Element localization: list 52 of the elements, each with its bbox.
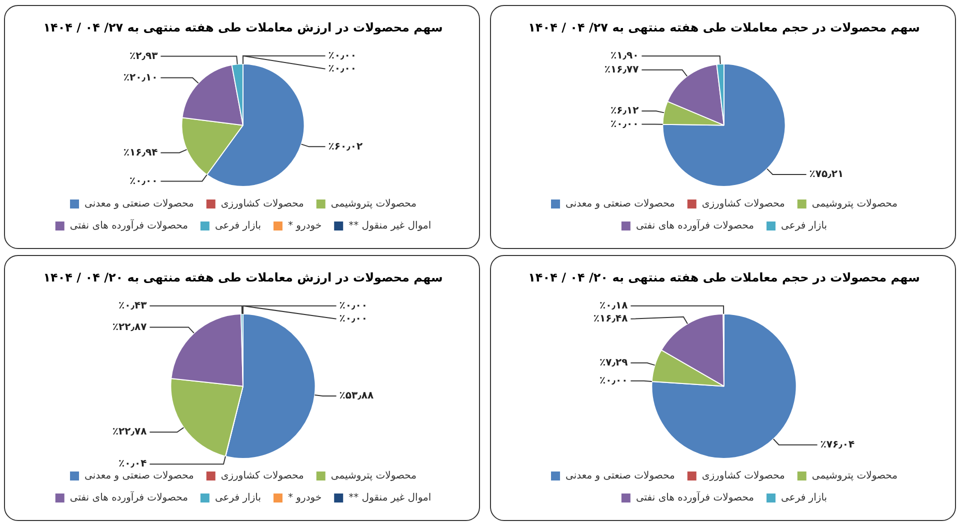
data-label: ٪۰٫۰۴ [118,458,147,470]
data-label: ٪۶٫۱۲ [610,106,639,117]
data-label: ٪۱۶٫۴۸ [593,313,628,324]
legend-label: محصولات پتروشیمی [812,198,898,210]
legend-label: ** اموال غیر منقول [348,220,432,232]
legend-label: محصولات فرآورده های نفتی [70,490,188,504]
text: ٪۰٫۰۰ [130,176,158,187]
legend-label: محصولات صنعتی و معدنی [84,470,194,482]
data-label: ٪۱۶٫۷۷ [604,64,639,76]
chart-title: سهم محصولات در حجم معاملات طی هفته منتهی به ۲۰/ ۰۴ / ۱۴۰۴ [528,270,920,284]
text: ٪۰٫۰۰ [339,300,368,312]
data-label: ٪۵۳٫۸۸ [339,390,374,402]
data-label: ٪۷٫۲۹ [600,357,628,368]
legend-label: * خودرو [288,492,322,504]
data-label: ٪۷۵٫۲۱ [809,169,844,180]
chart-title: سهم محصولات در ارزش معاملات طی هفته منتهی به ۲۰/ ۰۴ / ۱۴۰۴ [43,270,443,284]
legend-label: محصولات فرآورده های نفتی [636,490,754,504]
data-label: ٪۰٫۴۳ [118,300,147,312]
legend-label: محصولات صنعتی و معدنی [566,470,675,482]
legend-label: محصولات کشاورزی [702,198,785,210]
legend-label: محصولات صنعتی و معدنی [84,198,194,210]
text: ٪۰٫۰۰ [600,376,628,387]
data-label: ٪۰٫۱۸ [600,300,628,312]
data-label: ٪۲۲٫۸۷ [112,322,147,333]
chart-title: سهم محصولات در حجم معاملات طی هفته منتهی به ۲۷/ ۰۴ / ۱۴۰۴ [528,20,920,34]
legend-label: محصولات پتروشیمی [330,198,416,210]
text: ٪۰٫۰۰ [328,63,356,74]
legend-label: بازار فرعی [781,220,828,232]
text: ٪۰٫۰۰ [610,118,639,130]
data-label: ٪۱۶٫۹۴ [123,147,158,158]
data-label: ٪۲۲٫۷۸ [112,426,147,438]
legend-label: محصولات کشاورزی [220,470,304,482]
legend-label: محصولات پتروشیمی [812,470,898,482]
legend-label: محصولات کشاورزی [702,470,785,482]
legend-label: بازار فرعی [214,220,261,232]
text: ٪۰٫۰۰ [339,313,368,324]
legend-label: محصولات فرآورده های نفتی [636,218,754,232]
data-label: ٪۱٫۹۰ [610,50,639,62]
data-label: ٪۷۶٫۰۴ [820,439,855,450]
legend-label: محصولات کشاورزی [220,198,304,210]
data-label: ٪۲۰٫۱۰ [123,72,158,84]
legend-label: ** اموال غیر منقول [348,492,432,504]
legend-label: محصولات صنعتی و معدنی [566,198,675,210]
legend-label: محصولات پتروشیمی [330,470,416,482]
legend-label: محصولات فرآورده های نفتی [70,218,188,232]
legend-label: بازار فرعی [781,492,828,504]
legend-label: * خودرو [288,220,322,232]
legend-label: بازار فرعی [214,492,261,504]
data-label: ٪۲٫۹۳ [130,50,158,62]
text: ٪۰٫۰۰ [328,50,356,62]
data-label: ٪۶۰٫۰۲ [328,141,363,152]
chart-title: سهم محصولات در ارزش معاملات طی هفته منتهی به ۲۷/ ۰۴ / ۱۴۰۴ [43,20,443,34]
